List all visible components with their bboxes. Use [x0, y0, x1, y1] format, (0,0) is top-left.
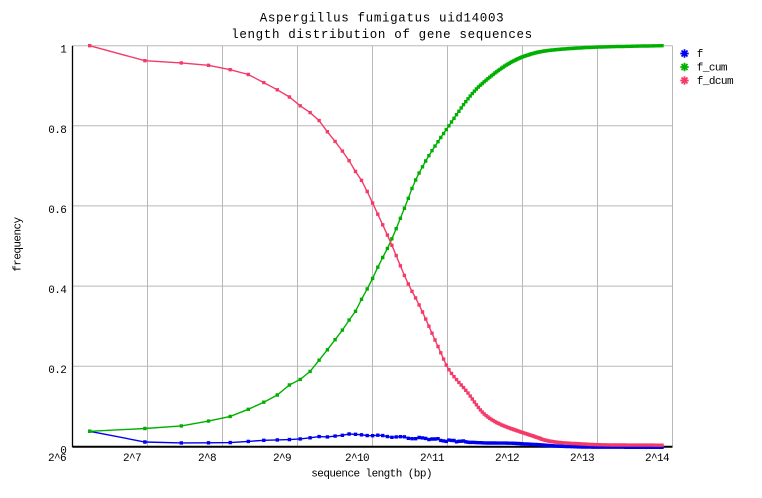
svg-text:sequence length (bp): sequence length (bp) [311, 469, 432, 481]
svg-text:0.8: 0.8 [48, 125, 66, 137]
svg-text:f: f [697, 49, 703, 61]
svg-text:2^6: 2^6 [48, 453, 66, 465]
svg-text:0.4: 0.4 [48, 285, 67, 297]
svg-text:1: 1 [60, 45, 67, 57]
svg-text:f_cum: f_cum [697, 63, 728, 75]
svg-text:2^12: 2^12 [495, 453, 519, 465]
svg-text:f_dcum: f_dcum [697, 76, 734, 88]
svg-text:2^10: 2^10 [345, 453, 369, 465]
svg-text:frequency: frequency [13, 216, 25, 271]
svg-text:2^7: 2^7 [123, 453, 141, 465]
svg-text:length distribution of gene se: length distribution of gene sequences [231, 28, 533, 42]
svg-text:0.2: 0.2 [48, 365, 66, 377]
svg-text:2^11: 2^11 [420, 453, 445, 465]
svg-text:Aspergillus fumigatus uid14003: Aspergillus fumigatus uid14003 [260, 12, 505, 26]
svg-text:0.6: 0.6 [48, 205, 66, 217]
svg-text:2^14: 2^14 [645, 453, 670, 465]
svg-text:2^9: 2^9 [273, 453, 291, 465]
svg-text:2^13: 2^13 [570, 453, 594, 465]
svg-text:2^8: 2^8 [198, 453, 216, 465]
svg-text:0: 0 [60, 445, 66, 457]
